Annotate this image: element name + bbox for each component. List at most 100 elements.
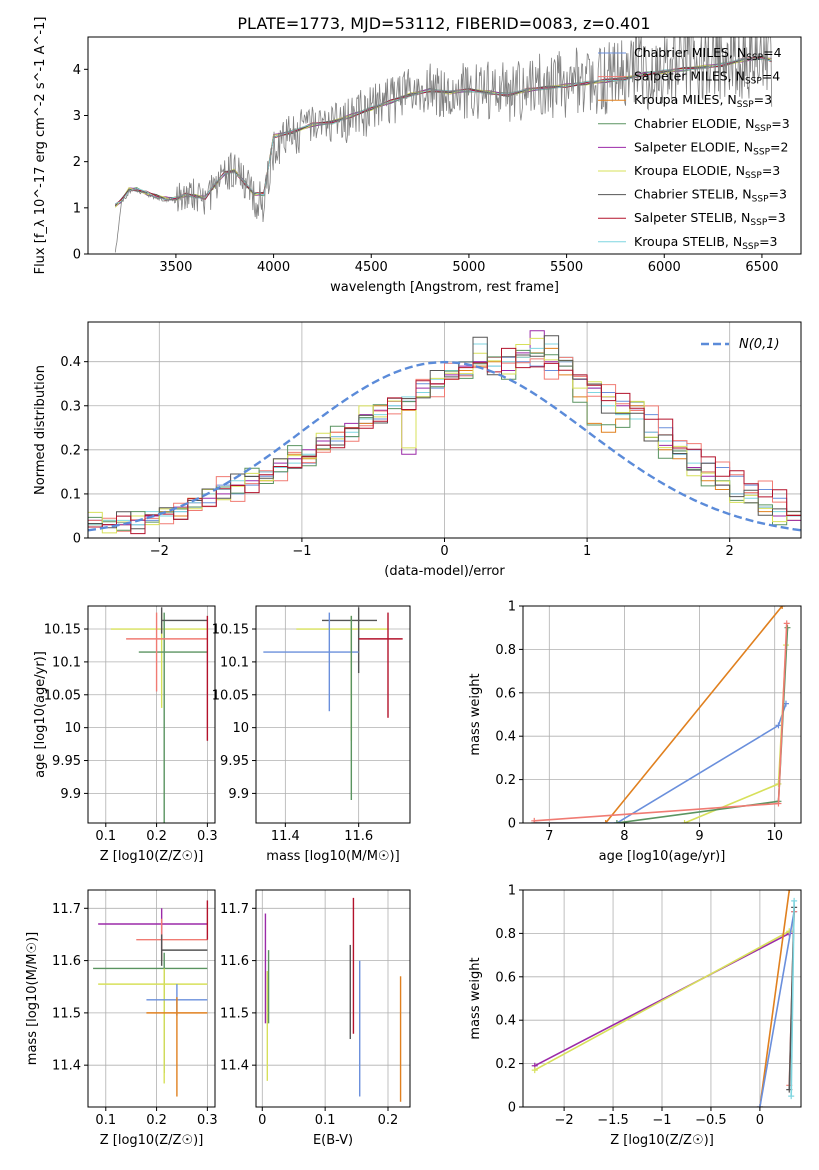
tick-label-x: 4500 bbox=[355, 260, 388, 275]
axes-frame bbox=[255, 889, 411, 1108]
tick-label-y: 10.15 bbox=[212, 623, 249, 638]
tick-label-y: 11.4 bbox=[220, 1059, 249, 1074]
axes-frame bbox=[255, 605, 411, 824]
tick-label-x: 0.3 bbox=[197, 829, 218, 844]
axes-frame bbox=[87, 889, 216, 1108]
tick-label-x: 0.2 bbox=[146, 829, 167, 844]
legend-label-tail: =4 bbox=[762, 69, 780, 84]
series-line bbox=[534, 930, 790, 1071]
legend-label: Chabrier MILES, NSSP=4 bbox=[634, 45, 782, 63]
legend-label: Salpeter STELIB, NSSP=3 bbox=[634, 210, 786, 228]
tick-label-y: 3 bbox=[73, 109, 81, 124]
series-marker bbox=[775, 800, 782, 807]
series-marker bbox=[775, 780, 782, 787]
panel-mass-vs-EBV: 0 0.1 0.2 11.4 11.5 11.6 11.7 E(B-V) bbox=[220, 889, 411, 1148]
legend-label-tail: =2 bbox=[770, 139, 788, 154]
tick-label-x: 0 bbox=[440, 544, 448, 559]
plot-area bbox=[110, 607, 209, 823]
tick-label-y: 10.05 bbox=[212, 688, 249, 703]
legend-subscript: SSP bbox=[742, 242, 759, 252]
tick-label-x: 0.3 bbox=[197, 1113, 218, 1128]
tick-label-x: −2 bbox=[150, 544, 169, 559]
tick-label-x: 10 bbox=[766, 829, 783, 844]
tick-label-y: 10.05 bbox=[44, 688, 81, 703]
axis-label-x: wavelength [Angstrom, rest frame] bbox=[330, 280, 559, 295]
tick-label-x: 0.2 bbox=[378, 1113, 399, 1128]
series-marker bbox=[791, 897, 798, 904]
series-marker bbox=[602, 820, 609, 823]
tick-label-x: 0.1 bbox=[315, 1113, 336, 1128]
tick-label-y: 0.3 bbox=[60, 399, 81, 414]
tick-label-y: 11.5 bbox=[52, 1006, 81, 1021]
tick-label-y: 2 bbox=[73, 155, 81, 170]
panel-residual-histogram: −2 −1 0 1 2 0 0.1 0.2 0.3 0.4 (data-model)/error No… bbox=[33, 321, 802, 579]
errorbar-point bbox=[322, 607, 377, 674]
panel-spectrum: 3500 4000 4500 5000 5500 6000 6500 0 1 2 3 4 wavelen… bbox=[33, 17, 802, 295]
tick-label-y: 9.9 bbox=[60, 787, 81, 802]
axes-frame bbox=[87, 36, 802, 255]
tick-label-x: 6000 bbox=[648, 260, 681, 275]
tick-label-y: 1 bbox=[508, 884, 516, 899]
tick-label-y: 11.6 bbox=[52, 954, 81, 969]
series-marker bbox=[681, 820, 688, 823]
axis-label-y: mass [log10(M/M☉)] bbox=[25, 932, 40, 1065]
series-observed-spectrum bbox=[114, 37, 773, 253]
series-marker bbox=[788, 1093, 795, 1100]
legend-subscript: SSP bbox=[737, 100, 754, 110]
legend-subscript: SSP bbox=[753, 147, 770, 157]
tick-label-y: 11.5 bbox=[220, 1006, 249, 1021]
tick-label-x: −2 bbox=[555, 1113, 574, 1128]
tick-label-x: 4000 bbox=[257, 260, 290, 275]
axis-label-y: mass weight bbox=[468, 673, 483, 755]
tick-label-y: 11.7 bbox=[220, 902, 249, 917]
tick-label-y: 0.4 bbox=[495, 1014, 516, 1029]
tick-label-x: 8 bbox=[620, 829, 628, 844]
tick-label-y: 0 bbox=[508, 1101, 516, 1116]
series-marker bbox=[779, 606, 786, 609]
legend-label-tail: =4 bbox=[763, 45, 781, 60]
tick-label-x: 6500 bbox=[745, 260, 778, 275]
legend-label-tail: =3 bbox=[762, 163, 780, 178]
tick-label-x: 7 bbox=[545, 829, 553, 844]
tick-label-x: −1.5 bbox=[597, 1113, 629, 1128]
legend-subscript: SSP bbox=[745, 77, 762, 87]
tick-label-x: −1 bbox=[652, 1113, 671, 1128]
legend-label: Chabrier ELODIE, NSSP=3 bbox=[634, 116, 790, 134]
errorbar-point bbox=[160, 934, 208, 966]
axis-label-x: Z [log10(Z/Z☉)] bbox=[610, 1133, 714, 1148]
tick-label-y: 1 bbox=[508, 600, 516, 615]
plot-area bbox=[531, 890, 798, 1107]
axis-label-x: Z [log10(Z/Z☉)] bbox=[100, 1133, 204, 1148]
plot-area bbox=[93, 900, 209, 1097]
series-marker bbox=[531, 1067, 538, 1074]
plot-area bbox=[88, 330, 801, 535]
tick-label-y: 9.9 bbox=[228, 787, 249, 802]
tick-label-y: 0.1 bbox=[60, 487, 81, 502]
plot-area bbox=[263, 607, 403, 800]
panel-age-vs-mass: 11.4 11.6 9.9 9.95 10 10.05 10.1 10.15 mass [log… bbox=[212, 605, 411, 864]
panels: 3500 4000 4500 5000 5500 6000 6500 0 1 2 3 4 wavelen… bbox=[25, 17, 802, 1148]
tick-label-x: 2 bbox=[726, 544, 734, 559]
tick-label-y: 0.4 bbox=[495, 730, 516, 745]
tick-label-x: 11.6 bbox=[344, 829, 373, 844]
tick-label-x: 5000 bbox=[452, 260, 485, 275]
axis-label-x: Z [log10(Z/Z☉)] bbox=[100, 849, 204, 864]
axis-label-x: age [log10(age/yr)] bbox=[599, 849, 726, 864]
figure-title: PLATE=1773, MJD=53112, FIBERID=0083, z=0… bbox=[237, 14, 650, 33]
tick-label-y: 0 bbox=[73, 532, 81, 547]
errorbar-point bbox=[98, 968, 208, 1084]
legend-subscript: SSP bbox=[746, 53, 763, 63]
tick-label-x: 1 bbox=[583, 544, 591, 559]
legend-label: N(0,1) bbox=[739, 337, 780, 352]
tick-label-y: 0.6 bbox=[495, 686, 516, 701]
tick-label-y: 10.1 bbox=[220, 655, 249, 670]
tick-label-x: −0.5 bbox=[695, 1113, 727, 1128]
tick-label-x: 0 bbox=[756, 1113, 764, 1128]
axes-frame bbox=[522, 605, 802, 824]
histogram-step bbox=[88, 347, 801, 535]
series-marker bbox=[786, 890, 793, 893]
axes-frame bbox=[87, 605, 216, 824]
legend-label-tail: =3 bbox=[754, 92, 772, 107]
series-marker bbox=[784, 624, 791, 631]
tick-label-y: 9.95 bbox=[52, 754, 81, 769]
